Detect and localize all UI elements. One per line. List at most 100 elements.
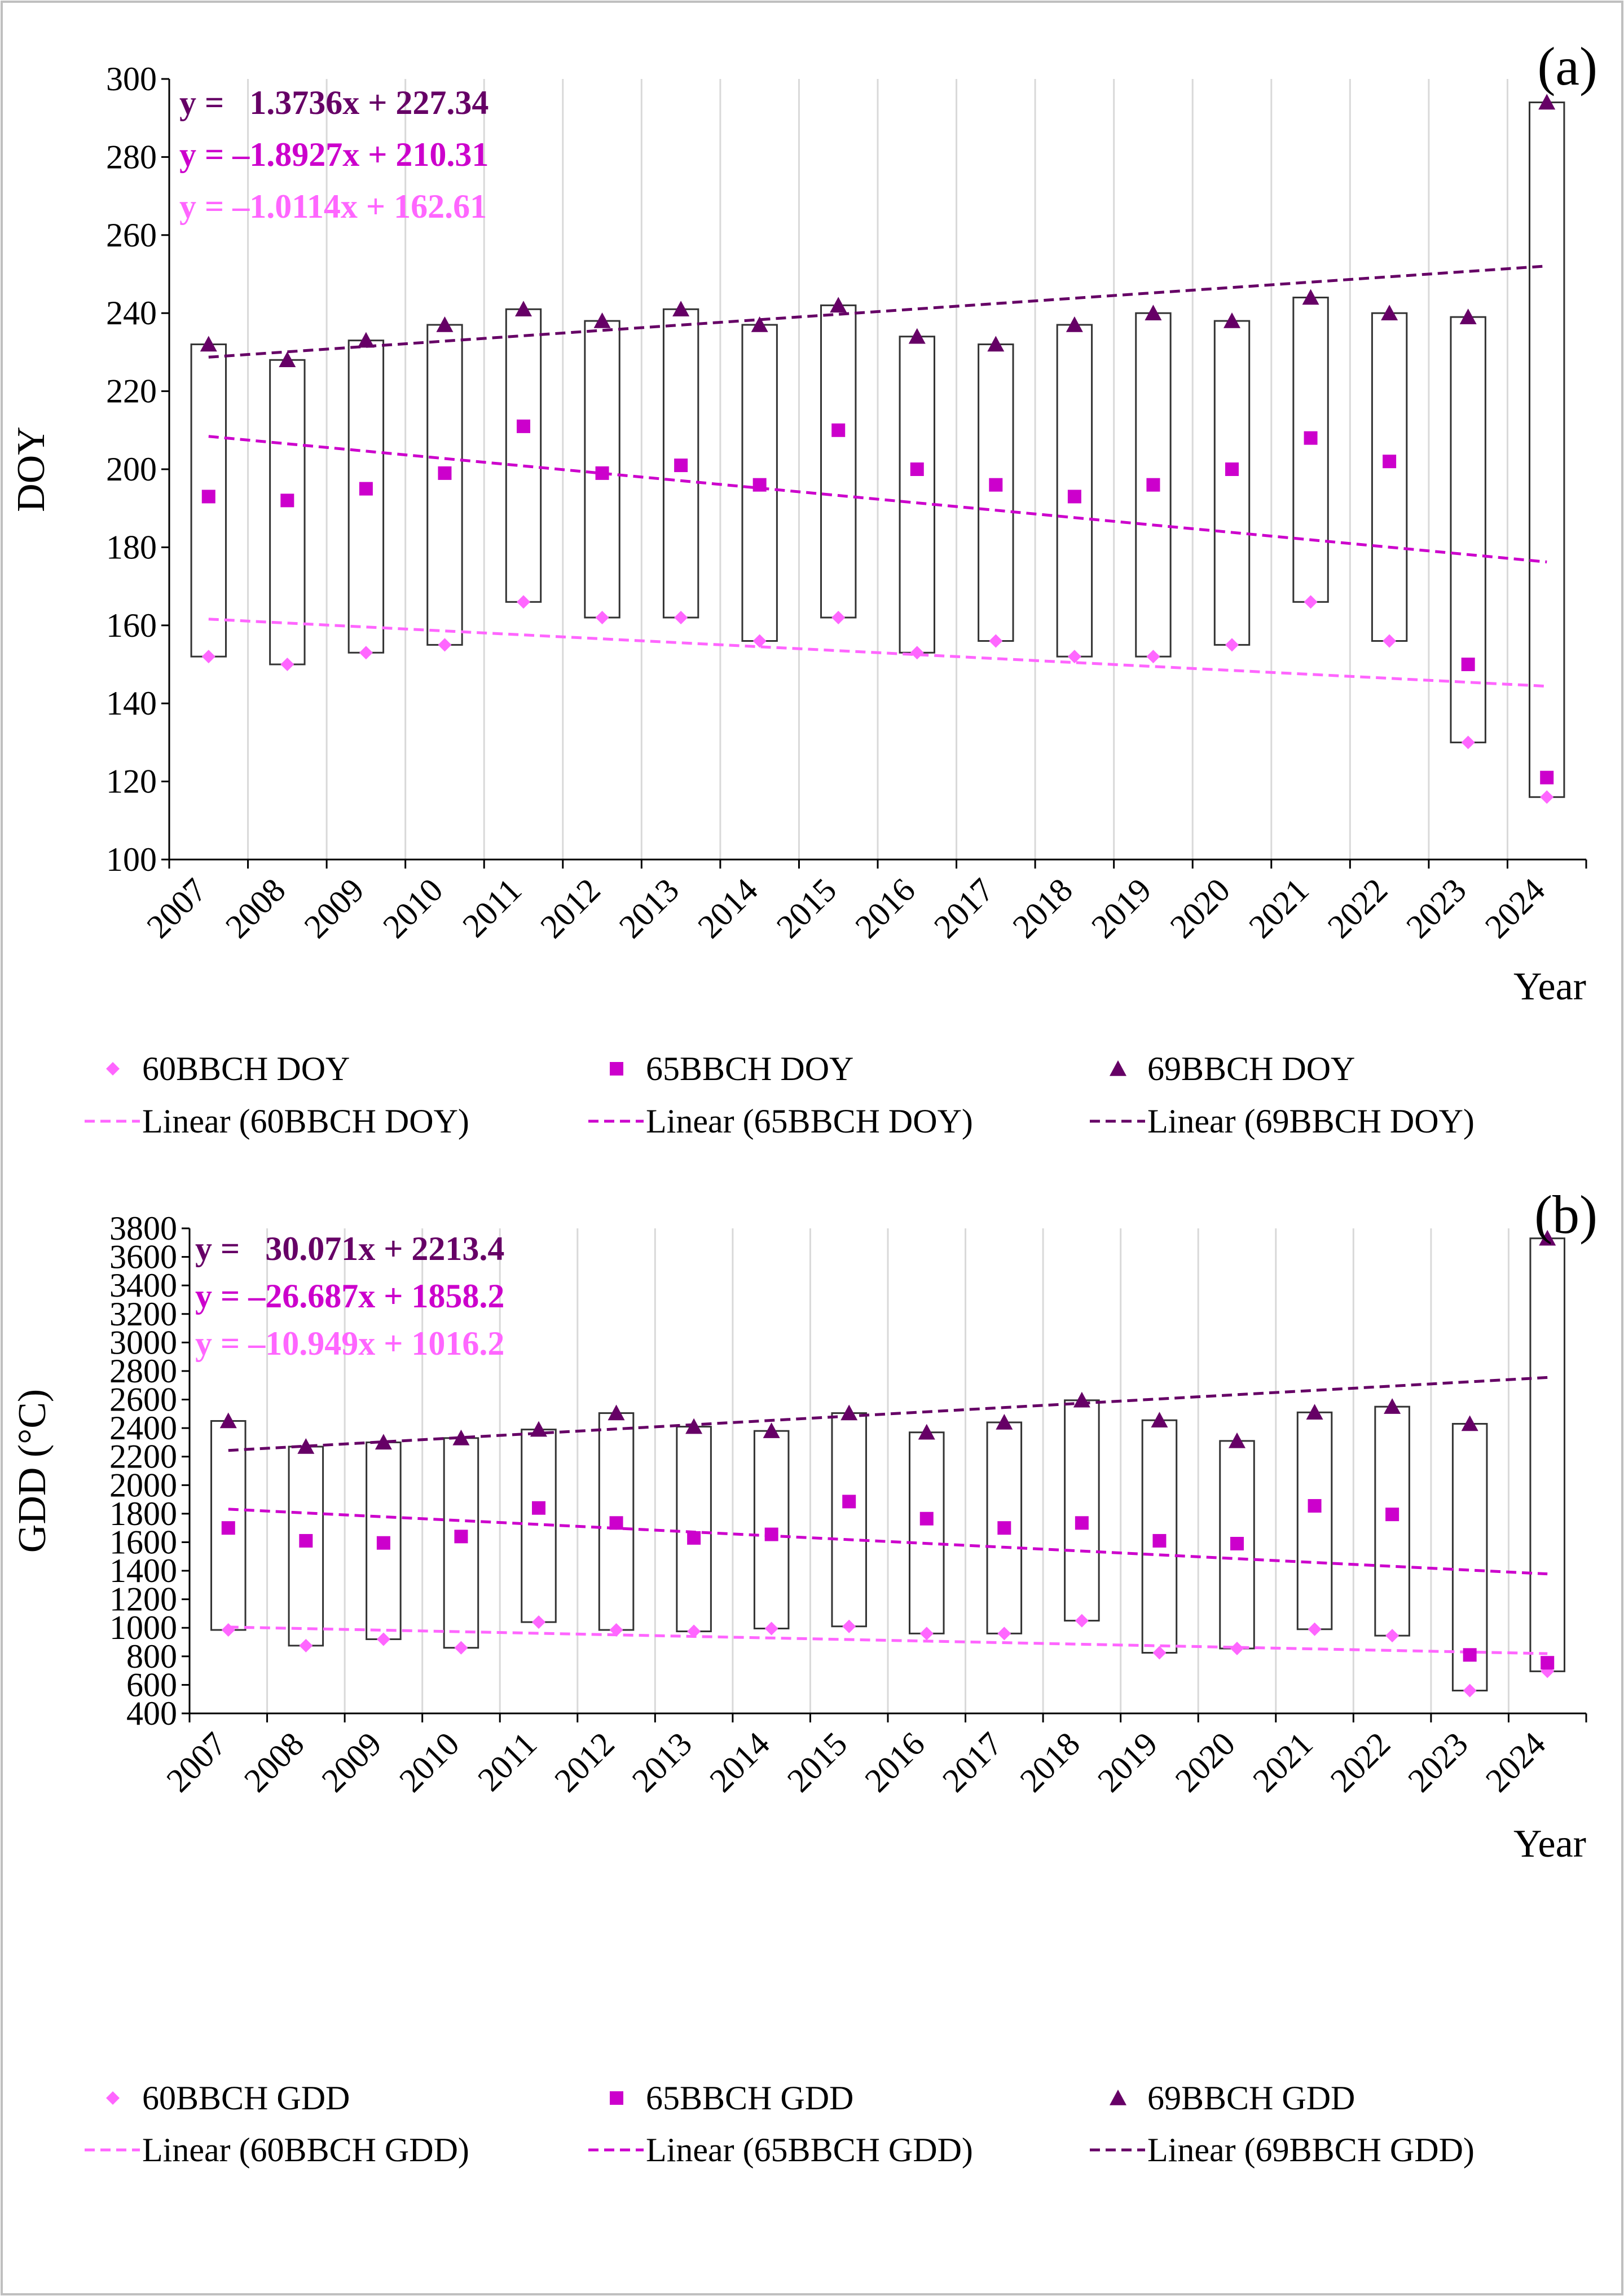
legend-label: Linear (69BBCH DOY): [1147, 1103, 1475, 1140]
data-point-diamond: [1463, 1684, 1477, 1698]
trend-equation: y = –1.8927x + 210.31: [179, 136, 488, 173]
data-point-square: [299, 1533, 313, 1548]
legend-marker-triangle: [1110, 1060, 1126, 1076]
data-point-diamond: [221, 1623, 235, 1637]
data-point-square: [359, 482, 373, 496]
data-point-diamond: [997, 1627, 1011, 1641]
data-point-triangle: [1461, 1415, 1478, 1431]
data-point-diamond: [1461, 735, 1475, 750]
y-tick-label: 280: [106, 138, 157, 175]
data-point-diamond: [1152, 1646, 1167, 1660]
data-point-square: [1230, 1537, 1244, 1550]
data-point-triangle: [297, 1438, 315, 1454]
data-point-diamond: [1304, 595, 1318, 609]
data-point-diamond: [532, 1615, 545, 1629]
legend-label: Linear (69BBCH GDD): [1147, 2131, 1475, 2169]
data-point-diamond: [280, 658, 294, 671]
data-point-triangle: [1151, 1412, 1168, 1427]
trend-equation: y = –1.0114x + 162.61: [179, 188, 487, 225]
y-tick-label: 400: [126, 1695, 177, 1732]
panel-label: (b): [1534, 1184, 1597, 1245]
y-tick-label: 220: [106, 373, 157, 410]
data-point-triangle: [1145, 305, 1162, 320]
data-point-diamond: [299, 1638, 313, 1652]
data-point-triangle: [672, 301, 690, 317]
data-point-triangle: [1223, 312, 1240, 328]
data-point-diamond: [1067, 650, 1081, 664]
data-point-diamond: [919, 1627, 934, 1641]
data-point-square: [1067, 490, 1081, 504]
y-tick-label: 100: [106, 841, 157, 878]
data-point-square: [1540, 770, 1554, 785]
data-point-triangle: [908, 328, 926, 344]
data-point-triangle: [530, 1421, 547, 1437]
y-tick-label: 180: [106, 528, 157, 566]
data-point-square: [910, 462, 924, 476]
data-point-diamond: [1225, 638, 1239, 652]
data-point-square: [438, 466, 452, 480]
data-point-diamond: [764, 1621, 778, 1636]
y-tick-label: 140: [106, 685, 157, 722]
trend-equation: y = 1.3736x + 227.34: [179, 84, 488, 121]
y-tick-label: 1600: [109, 1523, 177, 1561]
data-point-triangle: [1073, 1391, 1090, 1408]
data-point-triangle: [1459, 309, 1477, 324]
y-tick-label: 160: [106, 607, 157, 644]
y-tick-label: 240: [106, 294, 157, 332]
y-axis-title: GDD (°C): [11, 1389, 54, 1553]
data-point-diamond: [595, 610, 609, 624]
data-point-diamond: [1385, 1629, 1399, 1643]
y-tick-label: 2800: [109, 1352, 177, 1390]
data-point-diamond: [1075, 1614, 1089, 1628]
trendline-65: [208, 435, 1547, 563]
legend-label: Linear (65BBCH DOY): [646, 1103, 973, 1140]
y-tick-label: 3800: [109, 1210, 177, 1247]
data-point-triangle: [593, 312, 611, 328]
data-point-diamond: [989, 634, 1003, 648]
data-point-triangle: [1229, 1432, 1245, 1448]
legend-marker-diamond: [106, 2091, 120, 2105]
trendline-69: [208, 265, 1547, 359]
y-tick-label: 600: [126, 1666, 177, 1703]
legend-label: 60BBCH GDD: [142, 2079, 350, 2117]
data-point-square: [1075, 1516, 1089, 1530]
legend-label: 69BBCH GDD: [1147, 2079, 1355, 2117]
y-tick-label: 1000: [109, 1609, 177, 1646]
data-point-square: [989, 478, 1003, 492]
data-point-triangle: [219, 1412, 237, 1429]
data-point-square: [1152, 1533, 1167, 1548]
x-axis-title: Year: [1513, 965, 1586, 1008]
data-point-square: [201, 490, 215, 504]
y-tick-label: 2600: [109, 1381, 177, 1418]
y-axis-title: DOY: [10, 426, 53, 512]
data-point-triangle: [452, 1429, 470, 1446]
data-point-square: [1383, 455, 1397, 469]
data-point-triangle: [763, 1422, 780, 1438]
data-point-square: [595, 466, 609, 480]
legend-label: 65BBCH GDD: [646, 2079, 853, 2117]
data-point-square: [517, 419, 530, 433]
legend-marker-diamond: [106, 1062, 120, 1076]
y-tick-label: 3000: [109, 1324, 177, 1361]
data-point-diamond: [687, 1624, 701, 1638]
data-point-triangle: [1381, 305, 1398, 320]
legend-label: Linear (60BBCH GDD): [142, 2131, 469, 2169]
data-point-diamond: [376, 1632, 390, 1646]
data-point-square: [1385, 1508, 1399, 1522]
legend-label: Linear (60BBCH DOY): [142, 1103, 469, 1140]
data-point-square: [687, 1531, 701, 1545]
data-point-square: [1541, 1656, 1555, 1670]
y-tick-label: 2200: [109, 1438, 177, 1475]
data-point-diamond: [842, 1619, 856, 1633]
data-point-square: [1304, 431, 1318, 445]
panel-label: (a): [1537, 36, 1597, 96]
data-point-diamond: [1230, 1641, 1244, 1655]
data-point-diamond: [831, 610, 846, 624]
legend-label: 60BBCH DOY: [142, 1050, 350, 1087]
data-point-triangle: [1306, 1404, 1323, 1420]
data-point-square: [221, 1521, 235, 1535]
data-point-triangle: [1384, 1398, 1401, 1414]
data-point-triangle: [279, 351, 296, 367]
y-tick-label: 1800: [109, 1495, 177, 1532]
